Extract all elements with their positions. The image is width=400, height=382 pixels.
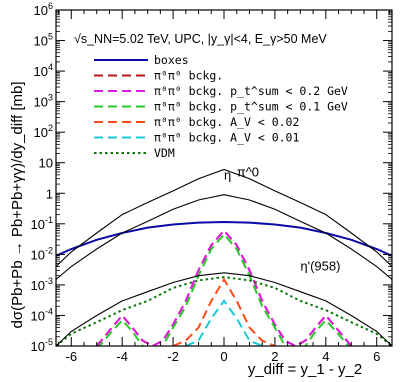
legend: √s_NN=5.02 TeV, UPC, |y_γ|<4, E_γ>50 MeV…: [74, 32, 348, 160]
curve-label-2: η'(958): [300, 258, 340, 273]
series-line-6: [56, 276, 392, 346]
y-tick-label: 10-5: [31, 337, 53, 354]
series-line-9: [56, 272, 392, 346]
y-tick-label: 10: [39, 156, 53, 171]
series-line-5: [185, 299, 263, 346]
y-tick-label: 10-2: [31, 245, 53, 262]
series-line-8: [56, 194, 392, 280]
y-tick-label: 10-1: [31, 215, 53, 232]
legend-label-0: boxes: [154, 53, 189, 67]
legend-label-2: π⁰π⁰ bckg. p_t^sum < 0.2 GeV: [154, 84, 348, 98]
series-line-0: [56, 220, 392, 257]
x-tick-label: 6: [373, 349, 380, 364]
y-tick-label: 10-3: [31, 276, 53, 293]
series-line-7: [56, 168, 392, 267]
y-tick-label: 102: [34, 123, 53, 140]
plot-area: [56, 10, 392, 346]
y-tick-label: 103: [34, 93, 53, 110]
x-tick-label: 4: [322, 349, 329, 364]
legend-label-5: π⁰π⁰ bckg. A_V < 0.01: [154, 131, 299, 145]
y-tick-label: 104: [34, 62, 53, 79]
y-axis-title: dσ(Pb+Pb → Pb+Pb+γγ)/dy_diff [mb]: [9, 81, 26, 328]
legend-label-6: VDM: [154, 146, 175, 160]
x-tick-label: -2: [167, 349, 179, 364]
x-tick-label: -6: [65, 349, 77, 364]
curves: π^0 η η'(958): [56, 165, 392, 346]
plot-background: [56, 10, 392, 346]
legend-label-4: π⁰π⁰ bckg. A_V < 0.02: [154, 115, 299, 129]
axes: -6 -4 -2 0 2 4 6 10-5 10-4 10-3 10-2 10-1 1 10 102 103 1…: [31, 1, 393, 364]
legend-title: √s_NN=5.02 TeV, UPC, |y_γ|<4, E_γ>50 MeV: [74, 32, 327, 46]
legend-label-3: π⁰π⁰ bckg. p_t^sum < 0.1 GeV: [154, 100, 348, 114]
y-tick-label: 106: [34, 1, 53, 18]
y-tick-label: 10-4: [31, 306, 53, 323]
y-tick-label: 1: [46, 186, 53, 201]
x-axis-title: y_diff = y_1 - y_2: [248, 361, 362, 378]
x-tick-label: 0: [220, 349, 227, 364]
legend-label-1: π⁰π⁰ bckg.: [154, 69, 223, 83]
series-line-4: [172, 277, 276, 346]
x-tick-label: 2: [271, 349, 278, 364]
curve-label-0: π^0: [237, 165, 259, 180]
y-tick-label: 105: [34, 32, 53, 49]
curve-label-1: η: [224, 168, 231, 183]
x-tick-label: -4: [116, 349, 128, 364]
